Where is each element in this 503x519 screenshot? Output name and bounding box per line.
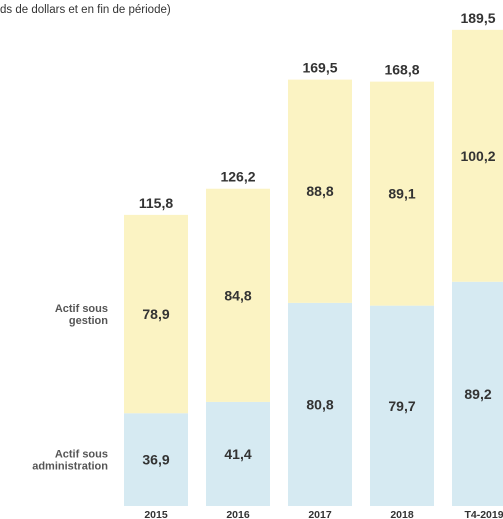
x-tick-label: 2018 bbox=[390, 509, 414, 519]
bar-segment-gestion-2018 bbox=[370, 81, 434, 306]
data-label: 88,8 bbox=[306, 183, 333, 199]
series-label: gestion bbox=[69, 315, 108, 327]
data-label: 78,9 bbox=[142, 306, 169, 322]
bar-segment-gestion-T4-2019 bbox=[452, 29, 503, 282]
x-tick-label: 2017 bbox=[308, 509, 332, 519]
bar-segment-gestion-2015 bbox=[124, 214, 188, 414]
data-label: 80,8 bbox=[306, 396, 333, 412]
x-tick-label: 2015 bbox=[144, 509, 168, 519]
data-label: 41,4 bbox=[224, 446, 251, 462]
bar-segment-administration-2017 bbox=[288, 302, 352, 506]
data-label: 84,8 bbox=[224, 287, 251, 303]
bar-segment-administration-T4-2019 bbox=[452, 281, 503, 506]
bar-segment-gestion-2017 bbox=[288, 79, 352, 303]
total-label: 169,5 bbox=[302, 60, 337, 76]
data-label: 89,1 bbox=[388, 186, 415, 202]
bar-segment-administration-2015 bbox=[124, 413, 188, 506]
data-label: 36,9 bbox=[142, 452, 169, 468]
series-label: Actif sous bbox=[55, 449, 108, 461]
bar-segment-gestion-2016 bbox=[206, 188, 270, 402]
bar-segment-administration-2018 bbox=[370, 305, 434, 506]
data-label: 79,7 bbox=[388, 398, 415, 414]
chart-subtitle: ds de dollars et en fin de période) bbox=[0, 4, 171, 16]
data-label: 89,2 bbox=[464, 386, 491, 402]
data-label: 100,2 bbox=[460, 148, 495, 164]
x-tick-label: T4-2019 bbox=[464, 509, 503, 519]
bar-segment-administration-2016 bbox=[206, 401, 270, 506]
total-label: 189,5 bbox=[460, 10, 495, 26]
x-tick-label: 2016 bbox=[226, 509, 250, 519]
total-label: 126,2 bbox=[220, 169, 255, 185]
total-label: 168,8 bbox=[384, 62, 419, 78]
series-label: Actif sous bbox=[55, 303, 108, 315]
total-label: 115,8 bbox=[139, 195, 173, 211]
series-label: administration bbox=[32, 461, 108, 473]
